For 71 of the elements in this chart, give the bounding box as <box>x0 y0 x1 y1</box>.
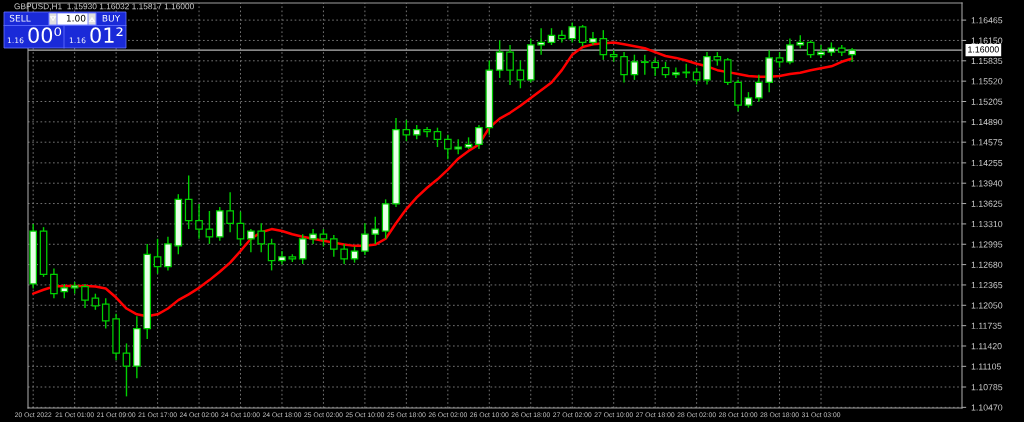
candlestick <box>568 21 577 44</box>
candlestick <box>247 228 255 254</box>
y-tick-label: 1.11420 <box>971 343 1002 350</box>
y-tick-label: 1.10785 <box>971 384 1003 391</box>
y-tick-label: 1.13940 <box>971 180 1003 187</box>
candlestick <box>630 53 639 81</box>
candlestick <box>81 283 89 309</box>
candlestick <box>516 59 525 89</box>
y-tick-label: 1.12995 <box>971 241 1003 248</box>
candlestick <box>153 238 162 275</box>
candlestick <box>599 29 608 61</box>
ref-line-label: 1.16000 <box>968 46 999 53</box>
candlestick <box>495 39 504 79</box>
candlestick <box>361 222 369 256</box>
candlestick <box>817 44 825 59</box>
candlestick <box>433 126 442 148</box>
annotation: BUY <box>102 14 121 22</box>
candlestick <box>723 57 732 86</box>
chart-title: GBPUSD,H1 1.15930 1.16032 1.15817 1.16000 <box>14 3 194 11</box>
candlestick <box>205 210 214 245</box>
y-tick-label: 1.10470 <box>971 404 1003 411</box>
y-tick-label: 1.12050 <box>971 302 1003 309</box>
y-tick-label: 1.13310 <box>971 220 1003 228</box>
candlestick <box>475 124 483 150</box>
candlestick <box>122 342 131 398</box>
candlestick <box>672 66 680 79</box>
candlestick <box>101 297 110 330</box>
annotation: 00⁰ <box>28 27 62 44</box>
candlestick <box>50 267 58 299</box>
candlestick <box>267 238 276 272</box>
candlestick <box>786 37 794 66</box>
y-tick-label: 1.12365 <box>971 282 1003 289</box>
candlestick <box>164 236 172 272</box>
y-tick-label: 1.14575 <box>971 139 1003 146</box>
candlestick <box>371 216 380 245</box>
candlestick <box>329 234 338 258</box>
y-tick-label: 1.14890 <box>971 118 1003 126</box>
candlestick <box>703 51 711 86</box>
y-tick-label: 1.12680 <box>971 261 1003 268</box>
candlestick <box>184 174 193 230</box>
candlestick <box>734 79 742 113</box>
candlestick <box>257 222 266 254</box>
candlestick <box>620 51 628 84</box>
candlestick <box>443 134 452 161</box>
candlestick <box>278 250 286 266</box>
candlestick <box>651 57 659 77</box>
y-tick-label: 1.15835 <box>971 57 1003 65</box>
y-tick-label: 1.16150 <box>971 37 1003 44</box>
candlestick <box>309 228 317 245</box>
y-tick-label: 1.13625 <box>971 200 1003 207</box>
candlestick <box>226 191 234 234</box>
y-tick-label: 1.15520 <box>971 78 1003 85</box>
candlestick <box>640 53 649 76</box>
y-tick-label: 1.16465 <box>971 17 1003 24</box>
candlestick <box>537 27 545 56</box>
candlestick <box>195 203 203 240</box>
y-tick-label: 1.15205 <box>971 98 1003 105</box>
annotation: 01² <box>90 27 123 44</box>
y-tick-label: 1.11735 <box>971 322 1002 329</box>
y-tick-label: 1.14255 <box>971 159 1003 167</box>
candlestick <box>340 243 349 265</box>
annotation: SELL <box>9 14 31 22</box>
candlestick <box>578 24 587 47</box>
y-tick-label: 1.11105 <box>971 363 1001 370</box>
candlestick <box>848 47 856 63</box>
candlestick <box>558 29 566 44</box>
candlestick <box>754 74 763 103</box>
candlestick <box>298 233 307 265</box>
candlestick <box>506 44 514 86</box>
annotation: 1.00 <box>66 14 86 22</box>
candlestick <box>423 126 431 139</box>
